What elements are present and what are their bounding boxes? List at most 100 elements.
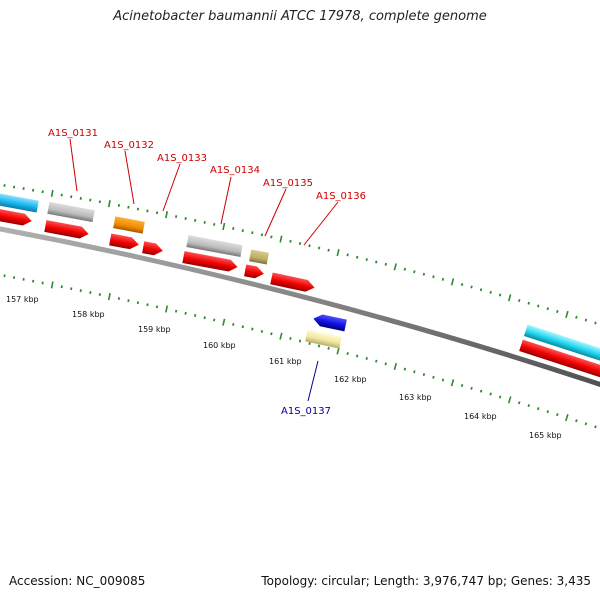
gene-orange-a1s-0132 (113, 216, 145, 234)
gene-label-a1s-0132: A1S_0132 (104, 140, 154, 151)
kbp-label-161: 161 kbp (269, 357, 302, 366)
lower-tick (450, 379, 455, 387)
gene-arrow-8 (519, 339, 600, 378)
upper-tick (384, 262, 387, 266)
lower-tick (41, 281, 44, 285)
upper-tick (403, 267, 407, 271)
lower-tick (432, 375, 435, 379)
gene-gray-a1s-0131 (47, 201, 95, 223)
upper-tick (241, 229, 244, 233)
upper-tick (174, 215, 178, 219)
genome-backbone (0, 226, 600, 387)
kbp-label-165: 165 kbp (529, 431, 562, 440)
lower-tick (327, 346, 330, 350)
gene-label-a1s-0133: A1S_0133 (157, 153, 207, 164)
lower-tick (107, 292, 111, 301)
upper-tick (251, 231, 254, 235)
lower-tick (251, 327, 254, 331)
lower-tick (165, 305, 169, 313)
kbp-label-160: 160 kbp (203, 341, 236, 350)
upper-tick (98, 200, 101, 204)
lower-tick (470, 386, 473, 390)
lower-tick (489, 392, 492, 396)
lower-tick (260, 329, 264, 333)
lower-tick (222, 318, 226, 326)
accession-text: Accession: NC_009085 (9, 574, 146, 588)
lower-tick (203, 316, 206, 320)
lower-tick (213, 318, 216, 322)
upper-tick (432, 275, 435, 279)
kbp-label-162: 162 kbp (334, 375, 367, 384)
upper-tick (107, 200, 111, 208)
upper-tick (450, 278, 455, 286)
upper-tick (289, 239, 292, 243)
lower-tick (575, 419, 578, 423)
kbp-label-157: 157 kbp (6, 295, 39, 304)
lower-tick (422, 373, 426, 377)
lower-tick (232, 322, 235, 326)
lower-tick (375, 359, 378, 363)
upper-tick (308, 244, 311, 248)
lower-tick (12, 276, 16, 279)
upper-tick (260, 233, 264, 237)
lower-tick (155, 305, 159, 309)
lower-tick (346, 351, 349, 355)
gene-arrow-2 (44, 220, 89, 239)
kbp-label-159: 159 kbp (138, 325, 171, 334)
upper-tick (413, 270, 416, 274)
map-title: Acinetobacter baumannii ATCC 17978, comp… (113, 9, 487, 24)
gene-label-a1s-0137: A1S_0137 (281, 406, 331, 417)
upper-tick (470, 285, 473, 289)
lower-tick (289, 337, 292, 341)
upper-tick (203, 220, 206, 224)
lower-tick (384, 362, 387, 366)
gene-arrow-3 (109, 233, 139, 250)
upper-tick (575, 315, 578, 319)
upper-tick (155, 211, 159, 215)
upper-tick (489, 290, 492, 294)
upper-tick (556, 310, 559, 314)
upper-tick (317, 246, 321, 250)
lower-tick (146, 303, 149, 307)
gene-khaki-a1s-0135 (249, 249, 269, 265)
upper-tick (594, 321, 597, 325)
gene-cyan-right (524, 324, 600, 361)
upper-tick (41, 190, 44, 194)
upper-tick (270, 235, 273, 239)
gene-cyan-left (0, 191, 39, 213)
kbp-label-163: 163 kbp (399, 393, 432, 402)
upper-tick (279, 235, 283, 243)
gene-arrow-7 (270, 272, 315, 292)
gene-arrow-5 (182, 251, 238, 272)
lower-tick (507, 396, 512, 404)
upper-tick (393, 263, 397, 271)
lower-tick (556, 413, 559, 417)
upper-tick (184, 217, 187, 220)
upper-tick (50, 189, 54, 198)
upper-tick (365, 258, 368, 262)
gene-gray-a1s-0134 (186, 235, 243, 258)
upper-tick (584, 318, 588, 322)
gene-label-a1s-0136: A1S_0136 (316, 191, 366, 202)
upper-tick (498, 293, 502, 297)
upper-tick (336, 249, 340, 257)
lower-tick (460, 384, 464, 388)
kbp-label-158: 158 kbp (72, 310, 105, 319)
gene-pale-a1s-0137 (305, 329, 342, 349)
lower-tick (441, 378, 445, 382)
gene-label-a1s-0131: A1S_0131 (48, 128, 98, 139)
lower-tick (174, 309, 178, 313)
lower-tick (194, 314, 197, 317)
genome-summary-text: Topology: circular; Length: 3,976,747 bp… (261, 574, 591, 588)
upper-tick (127, 205, 130, 209)
lower-tick (317, 344, 321, 348)
lower-tick (50, 281, 54, 289)
upper-tick (479, 288, 483, 292)
lower-tick (89, 291, 92, 294)
lower-tick (527, 404, 530, 408)
lower-tick (355, 354, 359, 358)
upper-tick (327, 248, 330, 252)
lower-tick (336, 347, 340, 355)
lower-tick (565, 414, 569, 422)
